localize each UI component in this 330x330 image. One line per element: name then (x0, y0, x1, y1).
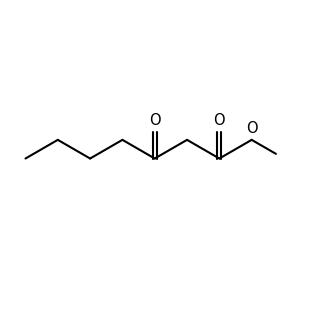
Text: O: O (214, 113, 225, 128)
Text: O: O (246, 121, 257, 136)
Text: O: O (149, 113, 161, 128)
